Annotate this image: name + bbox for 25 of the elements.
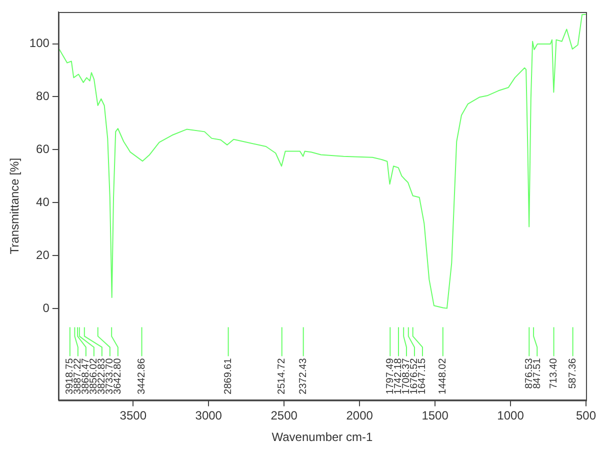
y-tick-label: 60 [36, 142, 50, 156]
y-tick-label: 80 [36, 89, 50, 104]
y-tick-label: 0 [42, 300, 50, 315]
x-tick-label: 2500 [270, 408, 298, 423]
annotation: 2514.72 [276, 358, 288, 394]
x-tick-label: 2000 [346, 408, 374, 423]
annotation: 713.40 [548, 358, 560, 389]
annotation: 3442.86 [136, 358, 148, 394]
annotation: 1647.15 [417, 358, 428, 394]
y-axis-title: Transmittance [%] [8, 158, 22, 254]
x-tick-label: 3500 [120, 408, 147, 423]
x-tick-label: 1500 [422, 408, 449, 423]
annotation: 2372.43 [298, 358, 310, 394]
x-axis-title: Wavenumber cm-1 [272, 430, 373, 444]
x-tick-label: 500 [576, 408, 596, 423]
x-tick-label: 3000 [195, 408, 222, 423]
annotation: 847.51 [532, 358, 543, 389]
annotation: 1448.02 [438, 358, 449, 394]
annotation: 3642.80 [112, 358, 124, 394]
annotation: 587.36 [568, 358, 579, 389]
x-tick-label: 1000 [497, 408, 524, 423]
annotation: 2869.61 [223, 358, 234, 394]
y-tick-label: 20 [36, 248, 50, 262]
y-tick-label: 40 [36, 194, 50, 209]
y-tick-label: 100 [29, 36, 50, 50]
